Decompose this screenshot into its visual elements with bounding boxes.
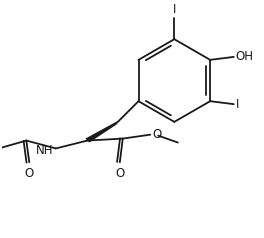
Text: O: O <box>152 128 162 141</box>
Text: O: O <box>25 167 34 180</box>
Text: I: I <box>236 98 239 111</box>
Text: O: O <box>115 167 124 180</box>
Text: OH: OH <box>236 50 254 63</box>
Text: I: I <box>173 3 176 15</box>
Polygon shape <box>85 121 117 143</box>
Text: NH: NH <box>35 144 53 157</box>
